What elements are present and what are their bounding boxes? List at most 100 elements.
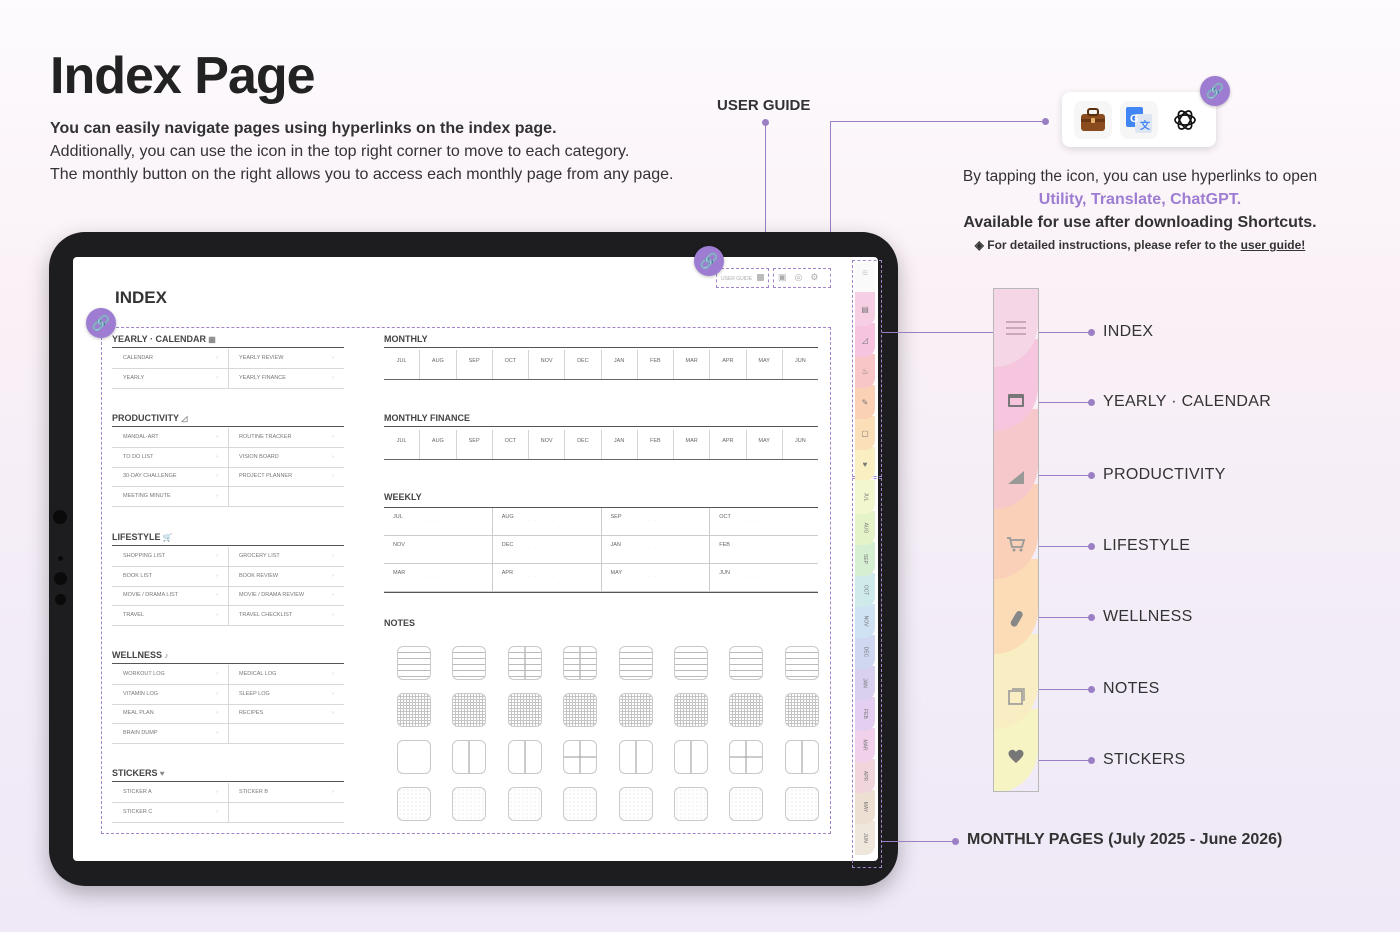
notes-template[interactable] bbox=[784, 646, 819, 680]
index-link-grocery-list[interactable]: GROCERY LIST › bbox=[239, 553, 334, 559]
briefcase-icon[interactable] bbox=[1074, 100, 1112, 139]
month-link-sep[interactable]: SEP bbox=[457, 350, 493, 379]
month-tab-aug[interactable]: AUG bbox=[855, 511, 875, 545]
month-link-dec[interactable]: DEC bbox=[565, 350, 602, 379]
index-link-vitamin-log[interactable]: VITAMIN LOG › bbox=[123, 691, 218, 697]
notes-template[interactable] bbox=[618, 646, 653, 680]
weekly-link-mar[interactable]: MAR ····· bbox=[384, 564, 493, 591]
index-link-movie-drama-review[interactable]: MOVIE / DRAMA REVIEW › bbox=[239, 592, 334, 598]
weekly-link-jan[interactable]: JAN ····· bbox=[602, 536, 711, 563]
weekly-link-jun[interactable]: JUN ····· bbox=[710, 564, 818, 591]
index-link-vision-board[interactable]: VISION BOARD › bbox=[239, 454, 334, 460]
notes-template[interactable] bbox=[507, 646, 542, 680]
month-tab-may[interactable]: MAY bbox=[855, 790, 875, 824]
month-tab-sep[interactable]: SEP bbox=[855, 542, 875, 576]
notes-template[interactable] bbox=[452, 740, 487, 774]
index-link-travel-checklist[interactable]: TRAVEL CHECKLIST › bbox=[239, 612, 334, 618]
notes-template[interactable] bbox=[618, 740, 653, 774]
month-tab-feb[interactable]: FEB bbox=[855, 697, 875, 731]
month-link-nov[interactable]: NOV bbox=[529, 430, 566, 459]
month-link-jan[interactable]: JAN bbox=[602, 350, 638, 379]
month-link-aug[interactable]: AUG bbox=[420, 350, 457, 379]
month-link-may[interactable]: MAY bbox=[747, 430, 783, 459]
month-link-oct[interactable]: OCT bbox=[493, 350, 529, 379]
notes-template[interactable] bbox=[674, 787, 708, 821]
menu-icon[interactable]: ≡ bbox=[855, 262, 875, 292]
index-link-mandal-art[interactable]: MANDAL-ART › bbox=[123, 434, 218, 440]
month-link-nov[interactable]: NOV bbox=[529, 350, 566, 379]
yearly-tab-icon[interactable]: ▤ bbox=[855, 292, 875, 326]
lifestyle-tab-icon[interactable]: ♨ bbox=[855, 354, 875, 388]
index-link-shopping-list[interactable]: SHOPPING LIST › bbox=[123, 553, 218, 559]
index-link-calendar[interactable]: CALENDAR › bbox=[123, 355, 218, 361]
month-tab-mar[interactable]: MAR bbox=[855, 728, 875, 762]
month-link-oct[interactable]: OCT bbox=[493, 430, 529, 459]
month-tab-jun[interactable]: JUN bbox=[855, 821, 875, 855]
index-link-yearly[interactable]: YEARLY › bbox=[123, 375, 218, 381]
notes-template[interactable] bbox=[618, 693, 653, 727]
index-link-medical-log[interactable]: MEDICAL LOG › bbox=[239, 671, 334, 677]
notes-template[interactable] bbox=[397, 646, 431, 680]
weekly-link-apr[interactable]: APR ····· bbox=[493, 564, 602, 591]
user-guide-button[interactable]: USER GUIDE bbox=[721, 276, 753, 282]
user-guide-link[interactable]: user guide! bbox=[1240, 238, 1306, 252]
index-link-sticker-a[interactable]: STICKER A › bbox=[123, 789, 218, 795]
notes-template[interactable] bbox=[507, 693, 542, 727]
notes-template[interactable] bbox=[729, 740, 764, 774]
notes-template[interactable] bbox=[618, 787, 653, 821]
shortcut-mini-icons[interactable]: ▣◎⚙ bbox=[778, 272, 827, 282]
weekly-link-feb[interactable]: FEB ····· bbox=[710, 536, 818, 563]
notes-template[interactable] bbox=[674, 740, 708, 774]
month-link-may[interactable]: MAY bbox=[747, 350, 783, 379]
index-link-recipes[interactable]: RECIPES › bbox=[239, 710, 334, 716]
notes-template[interactable] bbox=[674, 693, 708, 727]
month-tab-apr[interactable]: APR bbox=[855, 759, 875, 793]
month-tab-jan[interactable]: JAN bbox=[855, 666, 875, 700]
month-tab-jul[interactable]: JUL bbox=[855, 480, 875, 514]
weekly-link-aug[interactable]: AUG ····· bbox=[493, 508, 602, 535]
notes-template[interactable] bbox=[674, 646, 708, 680]
notes-template[interactable] bbox=[507, 740, 542, 774]
index-link-meeting-minute[interactable]: MEETING MINUTE › bbox=[123, 493, 218, 499]
index-link-to-do-list[interactable]: TO DO LIST › bbox=[123, 454, 218, 460]
notes-template[interactable] bbox=[563, 646, 598, 680]
notes-template[interactable] bbox=[397, 693, 431, 727]
notes-template[interactable] bbox=[397, 787, 431, 821]
index-link-workout-log[interactable]: WORKOUT LOG › bbox=[123, 671, 218, 677]
index-link-book-list[interactable]: BOOK LIST › bbox=[123, 573, 218, 579]
month-link-jan[interactable]: JAN bbox=[602, 430, 638, 459]
month-tab-nov[interactable]: NOV bbox=[855, 604, 875, 638]
weekly-link-dec[interactable]: DEC ····· bbox=[493, 536, 602, 563]
index-link-project-planner[interactable]: PROJECT PLANNER › bbox=[239, 473, 334, 479]
notes-template[interactable] bbox=[563, 787, 598, 821]
month-link-mar[interactable]: MAR bbox=[674, 350, 711, 379]
month-link-sep[interactable]: SEP bbox=[457, 430, 493, 459]
index-link-movie-drama-list[interactable]: MOVIE / DRAMA LIST › bbox=[123, 592, 218, 598]
weekly-link-oct[interactable]: OCT ····· bbox=[710, 508, 818, 535]
productivity-tab-icon[interactable]: ◿ bbox=[855, 323, 875, 357]
notes-template[interactable] bbox=[452, 646, 487, 680]
index-link-brain-dump[interactable]: BRAIN DUMP › bbox=[123, 730, 218, 736]
stickers-tab-icon[interactable]: ♥ bbox=[855, 447, 875, 481]
notes-template[interactable] bbox=[729, 787, 764, 821]
wellness-tab-icon[interactable]: ✎ bbox=[855, 385, 875, 419]
notes-template[interactable] bbox=[452, 693, 487, 727]
month-link-jul[interactable]: JUL bbox=[384, 350, 421, 379]
month-link-feb[interactable]: FEB bbox=[638, 430, 674, 459]
month-link-jul[interactable]: JUL bbox=[384, 430, 421, 459]
index-link-routine-tracker[interactable]: ROUTINE TRACKER › bbox=[239, 434, 334, 440]
month-link-apr[interactable]: APR bbox=[710, 350, 747, 379]
notes-template[interactable] bbox=[507, 787, 542, 821]
notes-template[interactable] bbox=[563, 740, 598, 774]
month-link-feb[interactable]: FEB bbox=[638, 350, 674, 379]
month-link-mar[interactable]: MAR bbox=[674, 430, 711, 459]
month-tab-oct[interactable]: OCT bbox=[855, 573, 875, 607]
notes-template[interactable] bbox=[729, 646, 764, 680]
index-link-meal-plan[interactable]: MEAL PLAN › bbox=[123, 710, 218, 716]
index-link-travel[interactable]: TRAVEL › bbox=[123, 612, 218, 618]
index-link-book-review[interactable]: BOOK REVIEW › bbox=[239, 573, 334, 579]
index-link-yearly-finance[interactable]: YEARLY FINANCE › bbox=[239, 375, 334, 381]
month-link-jun[interactable]: JUN bbox=[783, 430, 818, 459]
weekly-link-nov[interactable]: NOV ····· bbox=[384, 536, 493, 563]
